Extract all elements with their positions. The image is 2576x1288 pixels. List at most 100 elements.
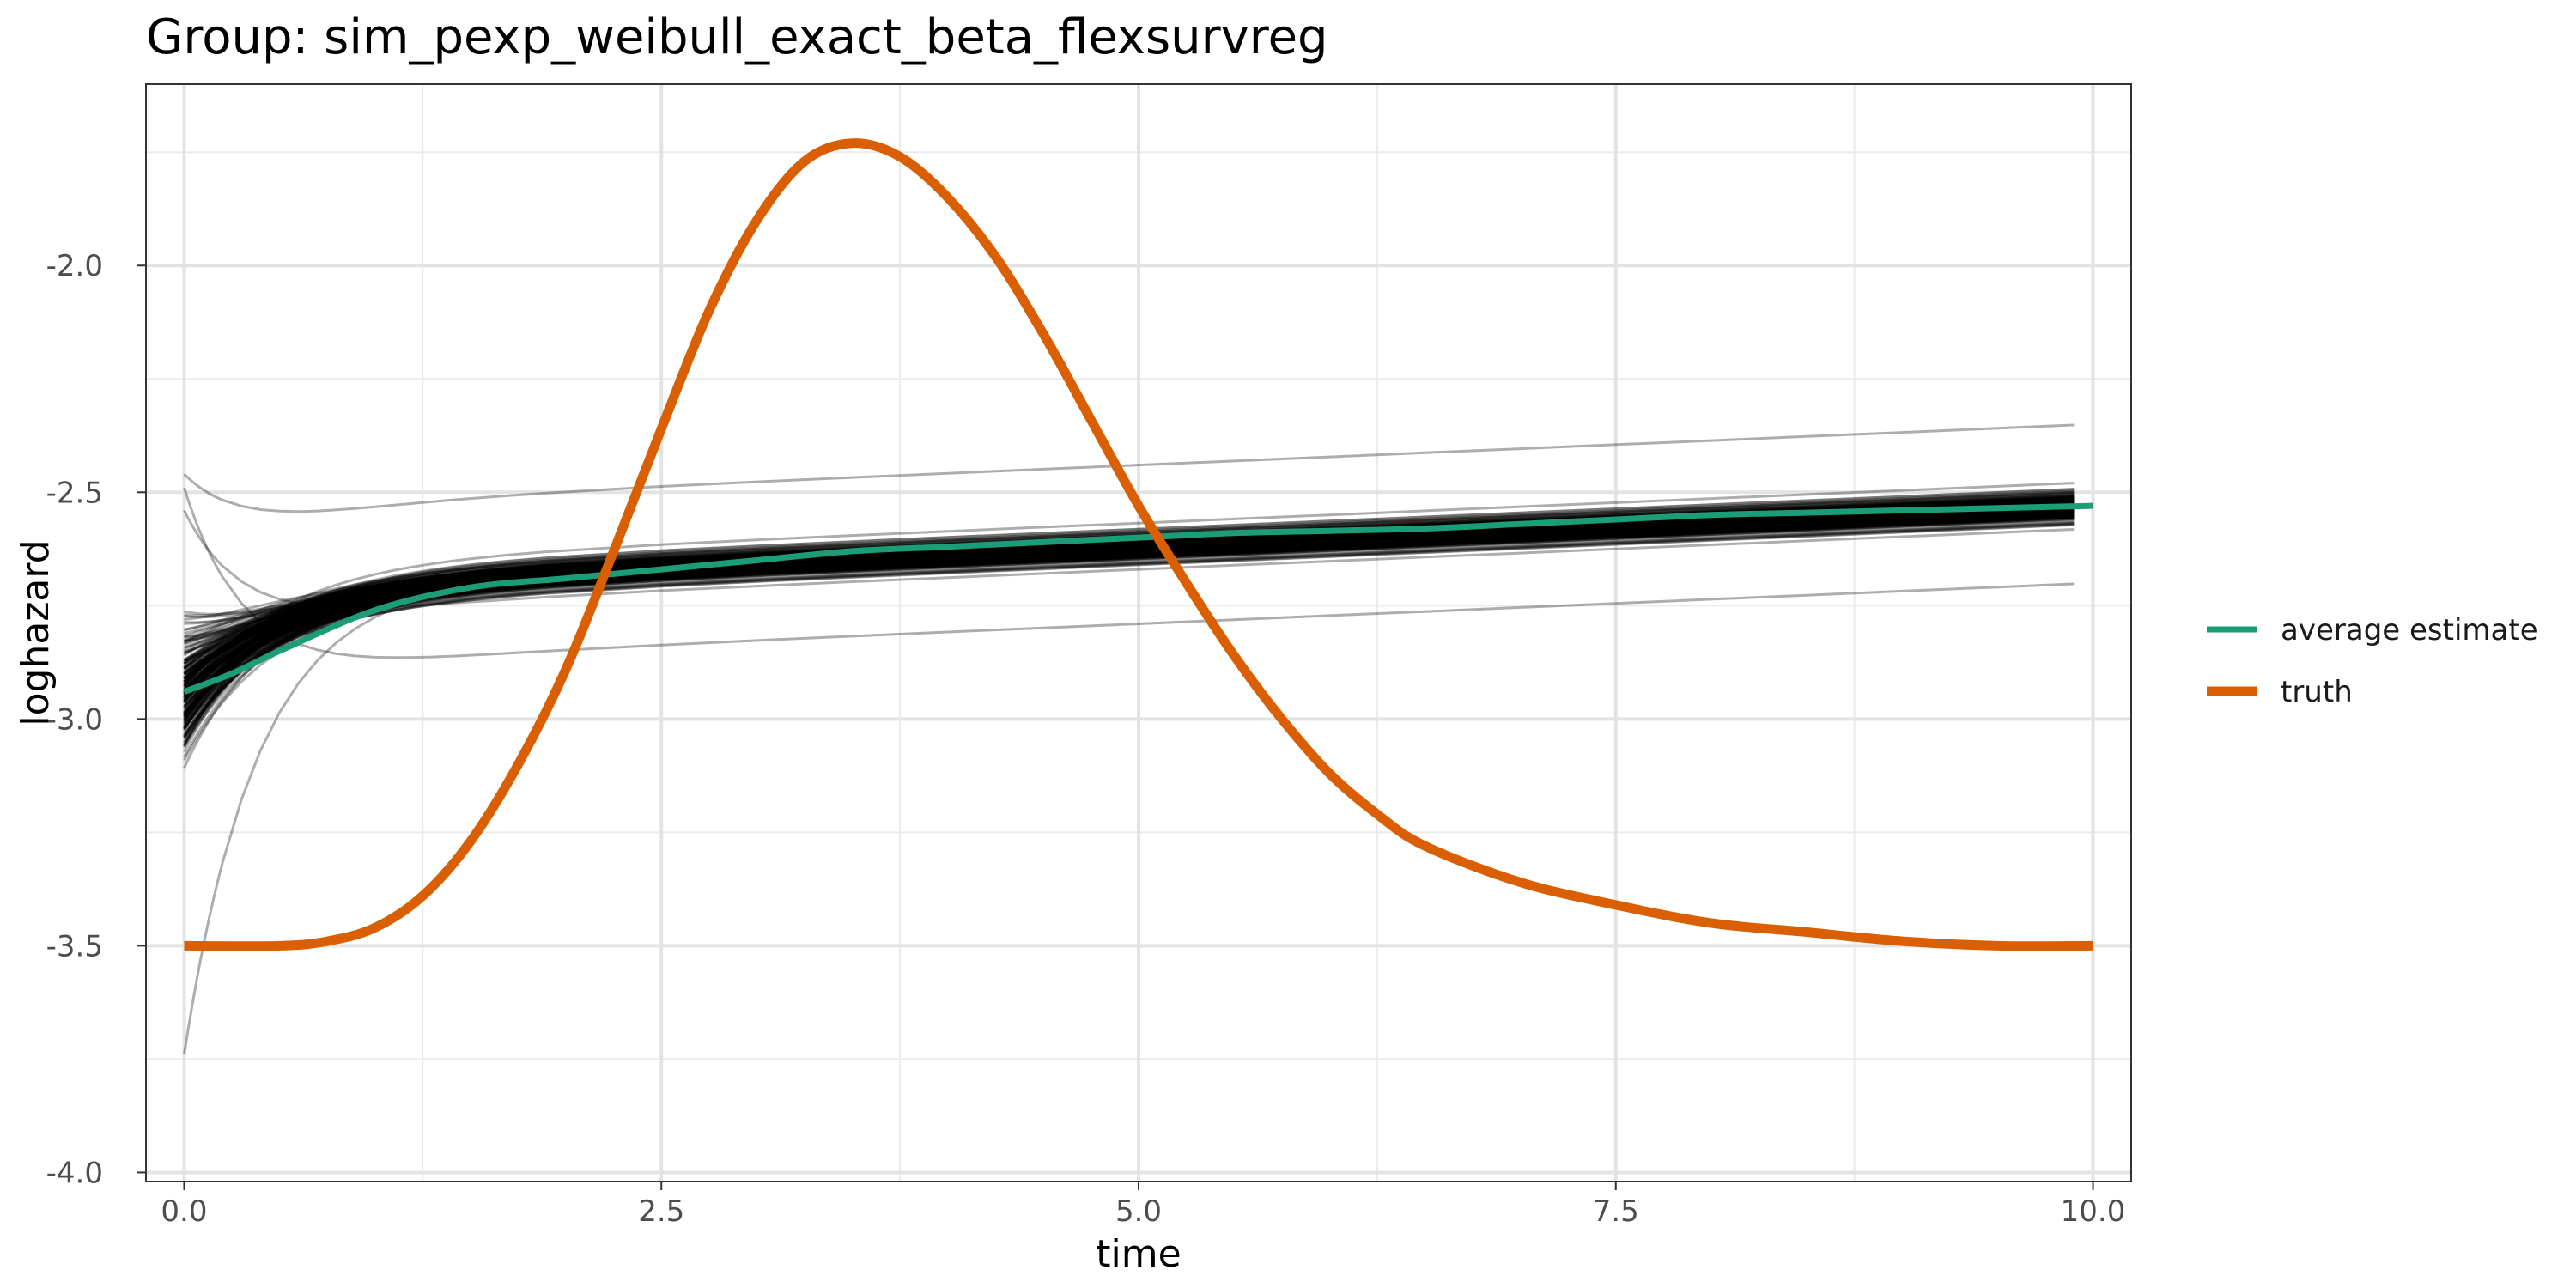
- simulation-line: [183, 504, 2075, 665]
- simulation-line: [183, 507, 2075, 728]
- y-axis-title: loghazard: [14, 539, 58, 726]
- axis-ticks: 0.0 2.5 5.0 7.5 10.0 -4.0 -3.5 -3.0 -2.5 -2.0: [46, 249, 2126, 1229]
- simulation-line: [183, 518, 2075, 714]
- y-tick-label: -4.0: [46, 1156, 103, 1190]
- simulation-line: [183, 489, 2075, 687]
- simulation-line: [183, 507, 2075, 655]
- simulation-line: [183, 503, 2075, 678]
- simulation-line: [183, 495, 2075, 683]
- grid: [146, 84, 2131, 1182]
- simulation-line: [183, 506, 2075, 678]
- simulation-line: [183, 504, 2075, 699]
- simulation-line: [183, 517, 2075, 732]
- simulation-line: [183, 505, 2075, 700]
- simulation-line: [184, 503, 2075, 617]
- simulation-line: [183, 487, 2075, 659]
- x-tick-label: 0.0: [161, 1194, 207, 1229]
- simulation-line: [184, 506, 2075, 625]
- simulation-line: [183, 504, 2075, 683]
- simulation-line: [184, 509, 2075, 639]
- simulation-line: [183, 515, 2075, 736]
- simulation-line: [183, 493, 2075, 683]
- chart-title: Group: sim_pexp_weibull_exact_beta_flexs…: [146, 9, 1328, 65]
- simulation-line: [183, 492, 2075, 643]
- simulation-line: [183, 515, 2075, 738]
- simulation-line: [183, 509, 2075, 654]
- simulation-line: [183, 509, 2075, 610]
- simulation-line: [183, 493, 2075, 669]
- series-line-average-estimate: [183, 502, 2093, 695]
- simulation-line: [183, 507, 2075, 669]
- simulation-lines: [183, 423, 2075, 1055]
- simulation-line: [183, 509, 2075, 675]
- simulation-line: [183, 505, 2075, 708]
- simulation-line: [184, 510, 2075, 649]
- simulation-line: [183, 521, 2075, 730]
- simulation-line: [183, 502, 2075, 680]
- simulation-line: [183, 517, 2075, 696]
- simulation-line: [183, 488, 2075, 695]
- simulation-line: [183, 502, 2075, 725]
- x-tick-label: 7.5: [1593, 1194, 1639, 1229]
- simulation-line: [183, 503, 2075, 683]
- simulation-line: [183, 482, 2075, 699]
- simulation-line: [183, 502, 2075, 731]
- series-line-truth: [184, 138, 2093, 951]
- simulation-line: [183, 502, 2075, 647]
- simulation-line: [183, 508, 2075, 731]
- y-tick-label: -3.0: [46, 702, 103, 737]
- simulation-line: [183, 507, 2075, 682]
- x-tick-label: 2.5: [638, 1194, 684, 1229]
- simulation-line: [183, 519, 2075, 702]
- simulation-line: [183, 505, 2075, 696]
- simulation-line: [183, 517, 2075, 762]
- simulation-line: [184, 507, 2075, 624]
- y-tick-label: -3.5: [46, 929, 103, 963]
- simulation-line: [183, 490, 2075, 749]
- simulation-line: [183, 495, 2075, 686]
- simulation-line: [183, 495, 2075, 687]
- simulation-line: [183, 503, 2075, 662]
- simulation-line: [183, 503, 2075, 694]
- simulation-line: [183, 507, 2075, 680]
- simulation-line: [183, 502, 2075, 665]
- simulation-line: [183, 506, 2075, 701]
- simulation-line: [183, 505, 2075, 723]
- simulation-line: [184, 505, 2075, 645]
- simulation-line: [183, 507, 2075, 696]
- simulation-line: [184, 502, 2075, 635]
- simulation-line: [183, 495, 2075, 680]
- simulation-line: [183, 507, 2075, 693]
- simulation-line: [183, 494, 2075, 746]
- simulation-line: [183, 506, 2075, 677]
- simulation-line: [183, 506, 2075, 692]
- simulation-line: [183, 495, 2075, 683]
- simulation-line: [183, 523, 2075, 714]
- simulation-line: [183, 493, 2075, 671]
- simulation-line: [183, 508, 2075, 721]
- x-axis-title: time: [1096, 1232, 1181, 1276]
- simulation-line: [183, 508, 2075, 722]
- simulation-line: [183, 507, 2075, 690]
- simulation-line: [183, 515, 2075, 740]
- simulation-line: [184, 507, 2075, 644]
- simulation-line: [183, 520, 2075, 688]
- y-tick-label: -2.5: [46, 476, 103, 510]
- simulation-line: [183, 503, 2075, 670]
- simulation-line: [183, 515, 2075, 729]
- simulation-line: [183, 502, 2075, 710]
- simulation-line: [183, 507, 2075, 662]
- simulation-line: [183, 423, 2075, 513]
- simulation-line: [183, 507, 2075, 702]
- simulation-line: [183, 504, 2075, 675]
- simulation-line: [183, 522, 2075, 720]
- simulation-line: [183, 509, 2075, 686]
- simulation-line: [183, 490, 2075, 689]
- series-lines: [183, 138, 2093, 951]
- simulation-line: [183, 516, 2075, 738]
- simulation-line: [183, 522, 2075, 697]
- simulation-line: [183, 492, 2075, 665]
- x-tick-label: 5.0: [1115, 1194, 1162, 1229]
- simulation-line: [183, 504, 2075, 675]
- simulation-line: [183, 507, 2075, 686]
